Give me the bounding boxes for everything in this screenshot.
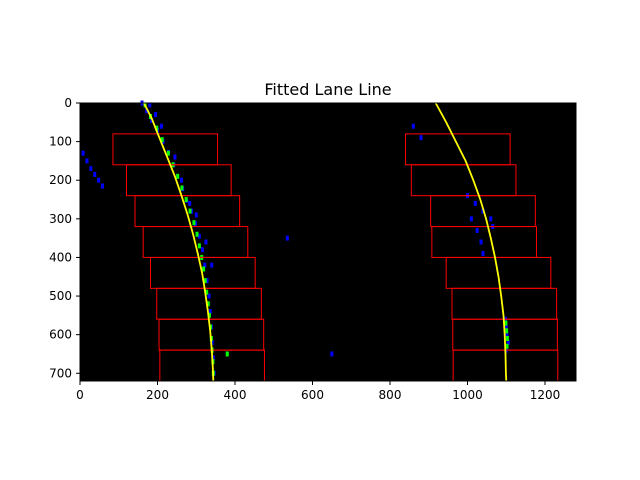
lane-pixel [330, 351, 334, 357]
lane-pixel [188, 200, 192, 206]
lane-pixel [81, 150, 85, 156]
lane-pixel [473, 200, 477, 206]
fit-lines-group [143, 102, 508, 382]
lane-pixel [190, 208, 194, 214]
y-tick-label: 0 [64, 96, 72, 110]
lane-pixel [93, 171, 97, 177]
highlighted-pixel [202, 266, 206, 272]
lane-pixel [210, 339, 214, 345]
highlighted-pixel [206, 301, 210, 307]
lane-pixel [504, 324, 508, 330]
y-tick-label: 200 [49, 173, 72, 187]
highlighted-pixel [192, 220, 196, 226]
x-tick-label: 800 [379, 388, 402, 402]
highlighted-pixel [203, 278, 207, 284]
lane-pixel [173, 154, 177, 160]
y-tick-label: 100 [49, 135, 72, 149]
lane-pixel [210, 262, 214, 268]
lane-pixel [97, 177, 101, 183]
lane-pixel [285, 235, 289, 241]
x-tick-label: 0 [76, 388, 84, 402]
lane-pixel [489, 216, 493, 222]
lane-pixel [211, 355, 215, 361]
highlighted-pixel [184, 197, 188, 203]
highlighted-pixel [180, 185, 184, 191]
lane-pixel [85, 158, 89, 164]
search-windows-group [112, 133, 559, 382]
lane-pixel [148, 102, 152, 108]
lane-pixel [205, 278, 209, 284]
highlighted-pixel [205, 289, 209, 295]
highlighted-pixel [166, 150, 170, 156]
highlighted-pixel [505, 343, 509, 349]
x-tick-label: 1200 [530, 388, 561, 402]
lane-pixel [180, 177, 184, 183]
x-tick-label: 600 [301, 388, 324, 402]
lane-pixel [505, 332, 509, 338]
y-axis-ticks: 0 100 200 300 400 500 600 700 [49, 96, 80, 380]
lane-pixel [193, 220, 197, 226]
highlighted-pixel [160, 137, 164, 143]
y-tick-label: 300 [49, 212, 72, 226]
lane-pixel [200, 247, 204, 253]
chart-title: Fitted Lane Line [264, 80, 391, 99]
plot-background [80, 103, 576, 381]
lane-pixel [469, 216, 473, 222]
lane-pixel [154, 112, 158, 118]
y-tick-label: 500 [49, 289, 72, 303]
lane-pixel [411, 123, 415, 129]
y-tick-label: 400 [49, 250, 72, 264]
x-tick-label: 200 [146, 388, 169, 402]
highlighted-pixel [197, 243, 201, 249]
highlighted-pixel [155, 125, 159, 131]
highlighted-pixel [207, 312, 211, 318]
lane-pixel [475, 227, 479, 233]
highlighted-pixel [505, 336, 509, 342]
lane-pixel [197, 233, 201, 239]
lane-pixel [145, 108, 149, 114]
lane-pixel [100, 183, 104, 189]
lane-pixel [481, 251, 485, 257]
highlighted-pixel [505, 328, 509, 334]
fit-line [434, 102, 508, 382]
highlighted-pixel [504, 320, 508, 326]
highlighted-pixel [195, 231, 199, 237]
highlighted-pixel [225, 351, 229, 357]
lane-pixel [89, 166, 93, 172]
highlighted-pixel [176, 173, 180, 179]
y-tick-label: 700 [49, 366, 72, 380]
plot-frame [79, 102, 577, 382]
x-tick-label: 400 [224, 388, 247, 402]
lane-pixel [203, 262, 207, 268]
x-tick-label: 1000 [452, 388, 483, 402]
lane-pixel [204, 239, 208, 245]
y-tick-label: 600 [49, 328, 72, 342]
lane-pixel [419, 135, 423, 141]
lane-pixel [194, 212, 198, 218]
lane-pixel [159, 123, 163, 129]
lane-pixel [208, 309, 212, 314]
highlighted-pixel [188, 208, 192, 214]
x-axis-ticks: 0 200 400 600 800 1000 1200 [76, 381, 560, 402]
fit-line [143, 102, 215, 382]
lane-pixel [479, 239, 483, 245]
lane-pixel [506, 339, 510, 345]
lane-pixel [207, 293, 211, 299]
